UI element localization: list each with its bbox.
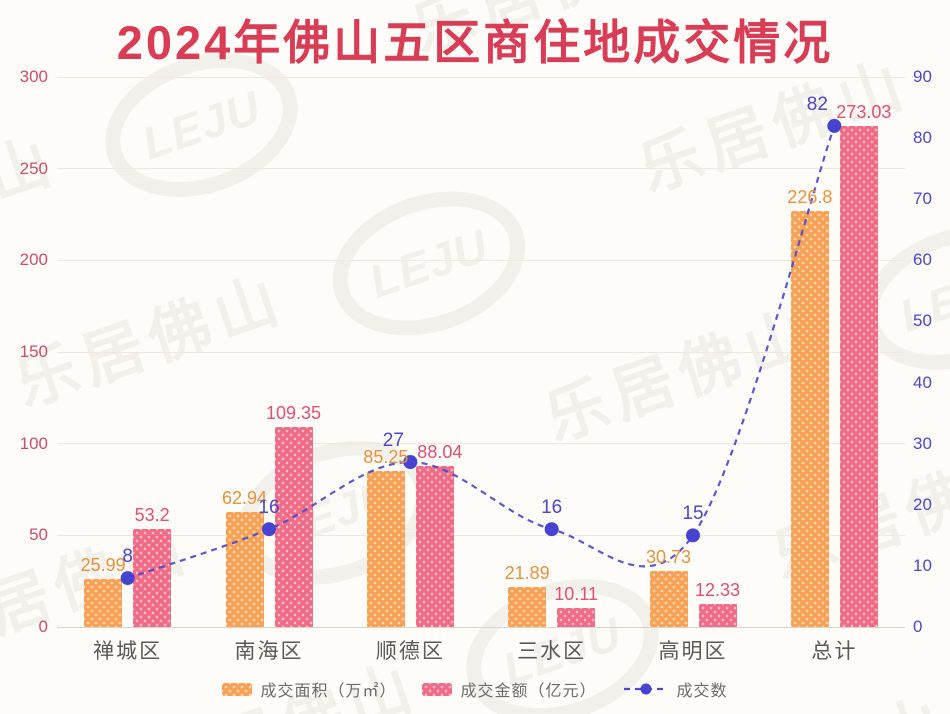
y-axis-label-right: 0 bbox=[913, 617, 923, 636]
bar-area-value: 226.8 bbox=[787, 187, 833, 208]
grid-line bbox=[57, 76, 905, 78]
grid-line bbox=[57, 351, 905, 353]
legend-label: 成交数 bbox=[676, 683, 728, 700]
y-axis-label-right: 60 bbox=[913, 250, 932, 270]
category-label: 顺德区 bbox=[375, 640, 445, 663]
bar-amount-value: 88.04 bbox=[417, 441, 463, 462]
y-axis-label-right: 90 bbox=[913, 67, 932, 86]
bar-area bbox=[649, 570, 688, 627]
x-axis-line bbox=[57, 626, 905, 628]
y-axis-label-left: 0 bbox=[38, 617, 48, 636]
y-axis-label-left: 100 bbox=[19, 433, 48, 453]
bar-amount-value: 273.03 bbox=[836, 102, 892, 123]
grid-line bbox=[57, 259, 905, 261]
category-label: 三水区 bbox=[517, 640, 587, 663]
count-marker bbox=[827, 118, 842, 133]
bar-area bbox=[225, 511, 264, 627]
legend-swatch-amount bbox=[422, 682, 453, 696]
count-line-path bbox=[127, 125, 836, 580]
count-value: 16 bbox=[258, 497, 280, 519]
bar-area-value: 30.73 bbox=[645, 546, 692, 567]
y-axis-label-left: 50 bbox=[29, 525, 48, 545]
bar-area-value: 62.94 bbox=[221, 487, 268, 508]
legend-item: 成交金额（亿元） bbox=[422, 677, 596, 701]
y-axis-label-right: 30 bbox=[913, 433, 932, 453]
category-label: 总计 bbox=[811, 640, 858, 663]
count-value: 15 bbox=[682, 503, 704, 525]
category-label: 禅城区 bbox=[93, 640, 163, 663]
legend-line-icon bbox=[623, 683, 668, 695]
legend: 成交面积（万㎡） 成交金额（亿元） 成交数 bbox=[0, 677, 950, 701]
count-marker bbox=[686, 528, 700, 543]
count-marker bbox=[544, 522, 559, 537]
grid-line bbox=[57, 168, 905, 170]
bar-area-value: 85.25 bbox=[363, 446, 409, 467]
count-value: 8 bbox=[122, 546, 133, 568]
bar-amount-value: 109.35 bbox=[265, 402, 322, 423]
category-label: 高明区 bbox=[658, 640, 728, 663]
chart-title: 2024年佛山五区商住地成交情况 bbox=[116, 16, 834, 69]
y-axis-label-right: 20 bbox=[913, 494, 932, 514]
bar-amount-value: 12.33 bbox=[694, 580, 741, 601]
count-value: 27 bbox=[382, 430, 404, 451]
bar-area-value: 25.99 bbox=[80, 555, 126, 576]
y-axis-label-left: 150 bbox=[19, 342, 48, 361]
y-axis-label-left: 200 bbox=[19, 250, 48, 270]
legend-item: 成交面积（万㎡） bbox=[222, 677, 396, 701]
legend-label: 成交金额（亿元） bbox=[460, 683, 597, 700]
y-axis-label-right: 80 bbox=[913, 128, 932, 148]
grid-line bbox=[57, 443, 905, 445]
bar-amount bbox=[133, 529, 172, 627]
y-axis-label-right: 10 bbox=[913, 555, 932, 575]
category-label: 南海区 bbox=[234, 640, 304, 663]
bar-area-value: 21.89 bbox=[504, 562, 550, 583]
y-axis-label-right: 50 bbox=[913, 311, 932, 331]
y-axis-label-left: 300 bbox=[19, 67, 48, 86]
bar-amount-value: 10.11 bbox=[554, 584, 599, 605]
bar-area bbox=[84, 579, 123, 627]
count-value: 82 bbox=[806, 93, 828, 115]
bar-amount bbox=[274, 426, 313, 627]
count-value: 16 bbox=[541, 497, 563, 519]
bar-area bbox=[790, 211, 829, 627]
bar-amount-value: 53.2 bbox=[134, 505, 170, 526]
y-axis-label-right: 70 bbox=[913, 189, 932, 209]
bar-area bbox=[508, 586, 547, 627]
bar-amount bbox=[698, 604, 737, 627]
count-marker bbox=[403, 455, 418, 469]
bar-area bbox=[366, 470, 405, 627]
count-marker bbox=[120, 571, 135, 586]
bar-amount bbox=[839, 126, 878, 627]
bar-amount bbox=[415, 465, 454, 627]
y-axis-label-right: 40 bbox=[913, 372, 932, 392]
grid-line bbox=[57, 534, 905, 536]
bar-amount bbox=[557, 608, 596, 627]
legend-label: 成交面积（万㎡） bbox=[260, 683, 397, 700]
legend-swatch-area bbox=[222, 682, 253, 696]
y-axis-label-left: 250 bbox=[19, 158, 48, 178]
count-marker bbox=[262, 522, 276, 537]
legend-item: 成交数 bbox=[623, 677, 728, 701]
